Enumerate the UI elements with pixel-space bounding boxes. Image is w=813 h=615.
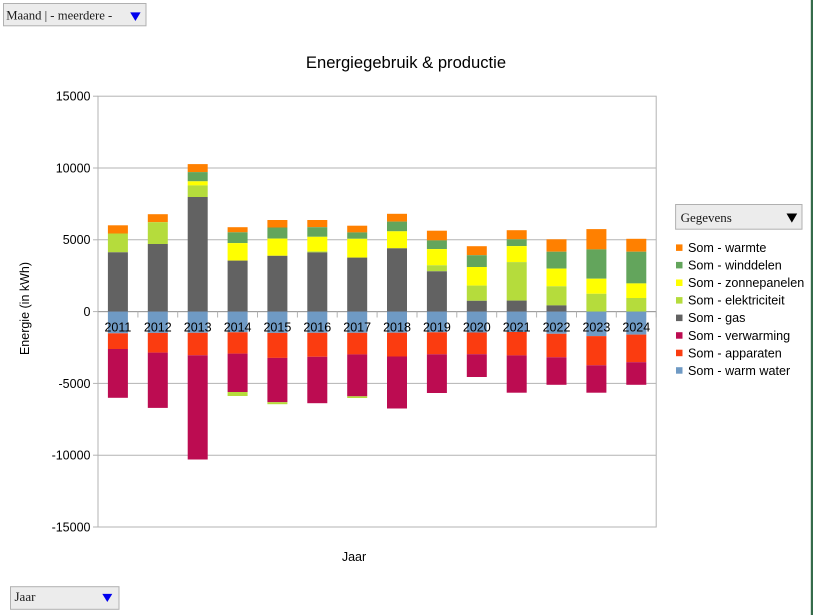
svg-text:2017: 2017: [343, 320, 371, 334]
svg-text:Energie (in kWh): Energie (in kWh): [18, 262, 32, 355]
svg-text:Som - apparaten: Som - apparaten: [688, 346, 782, 360]
svg-text:Som - verwarming: Som - verwarming: [688, 329, 790, 343]
svg-text:2011: 2011: [104, 320, 131, 334]
svg-text:2018: 2018: [383, 320, 411, 334]
svg-text:10000: 10000: [56, 161, 91, 175]
svg-text:Maand | - meerdere -: Maand | - meerdere -: [6, 9, 112, 23]
svg-text:-10000: -10000: [52, 449, 91, 463]
svg-text:Som - zonnepanelen: Som - zonnepanelen: [688, 276, 804, 290]
svg-text:-5000: -5000: [59, 377, 91, 391]
svg-text:2014: 2014: [224, 320, 252, 334]
svg-text:2013: 2013: [184, 320, 212, 334]
svg-text:5000: 5000: [63, 233, 91, 247]
svg-text:Som - winddelen: Som - winddelen: [688, 259, 782, 273]
svg-text:2019: 2019: [423, 320, 451, 334]
svg-text:2016: 2016: [303, 320, 331, 334]
svg-text:Som - elektriciteit: Som - elektriciteit: [688, 294, 785, 308]
svg-text:Gegevens: Gegevens: [681, 210, 732, 225]
svg-text:2024: 2024: [622, 320, 650, 334]
svg-text:Som - warmte: Som - warmte: [688, 241, 766, 255]
svg-text:Jaar: Jaar: [342, 550, 366, 564]
svg-text:15000: 15000: [56, 90, 91, 104]
svg-text:2022: 2022: [543, 320, 571, 334]
svg-text:2012: 2012: [144, 320, 172, 334]
svg-text:Som - warm water: Som - warm water: [688, 364, 790, 378]
svg-text:2021: 2021: [503, 320, 531, 334]
svg-text:2020: 2020: [463, 320, 491, 334]
svg-text:-15000: -15000: [52, 520, 91, 534]
svg-text:0: 0: [84, 305, 91, 319]
svg-text:Jaar: Jaar: [15, 589, 37, 604]
svg-text:Energiegebruik & productie: Energiegebruik & productie: [306, 53, 506, 72]
svg-text:2015: 2015: [263, 320, 291, 334]
svg-text:Som - gas: Som - gas: [688, 311, 745, 325]
svg-text:2023: 2023: [582, 320, 610, 334]
